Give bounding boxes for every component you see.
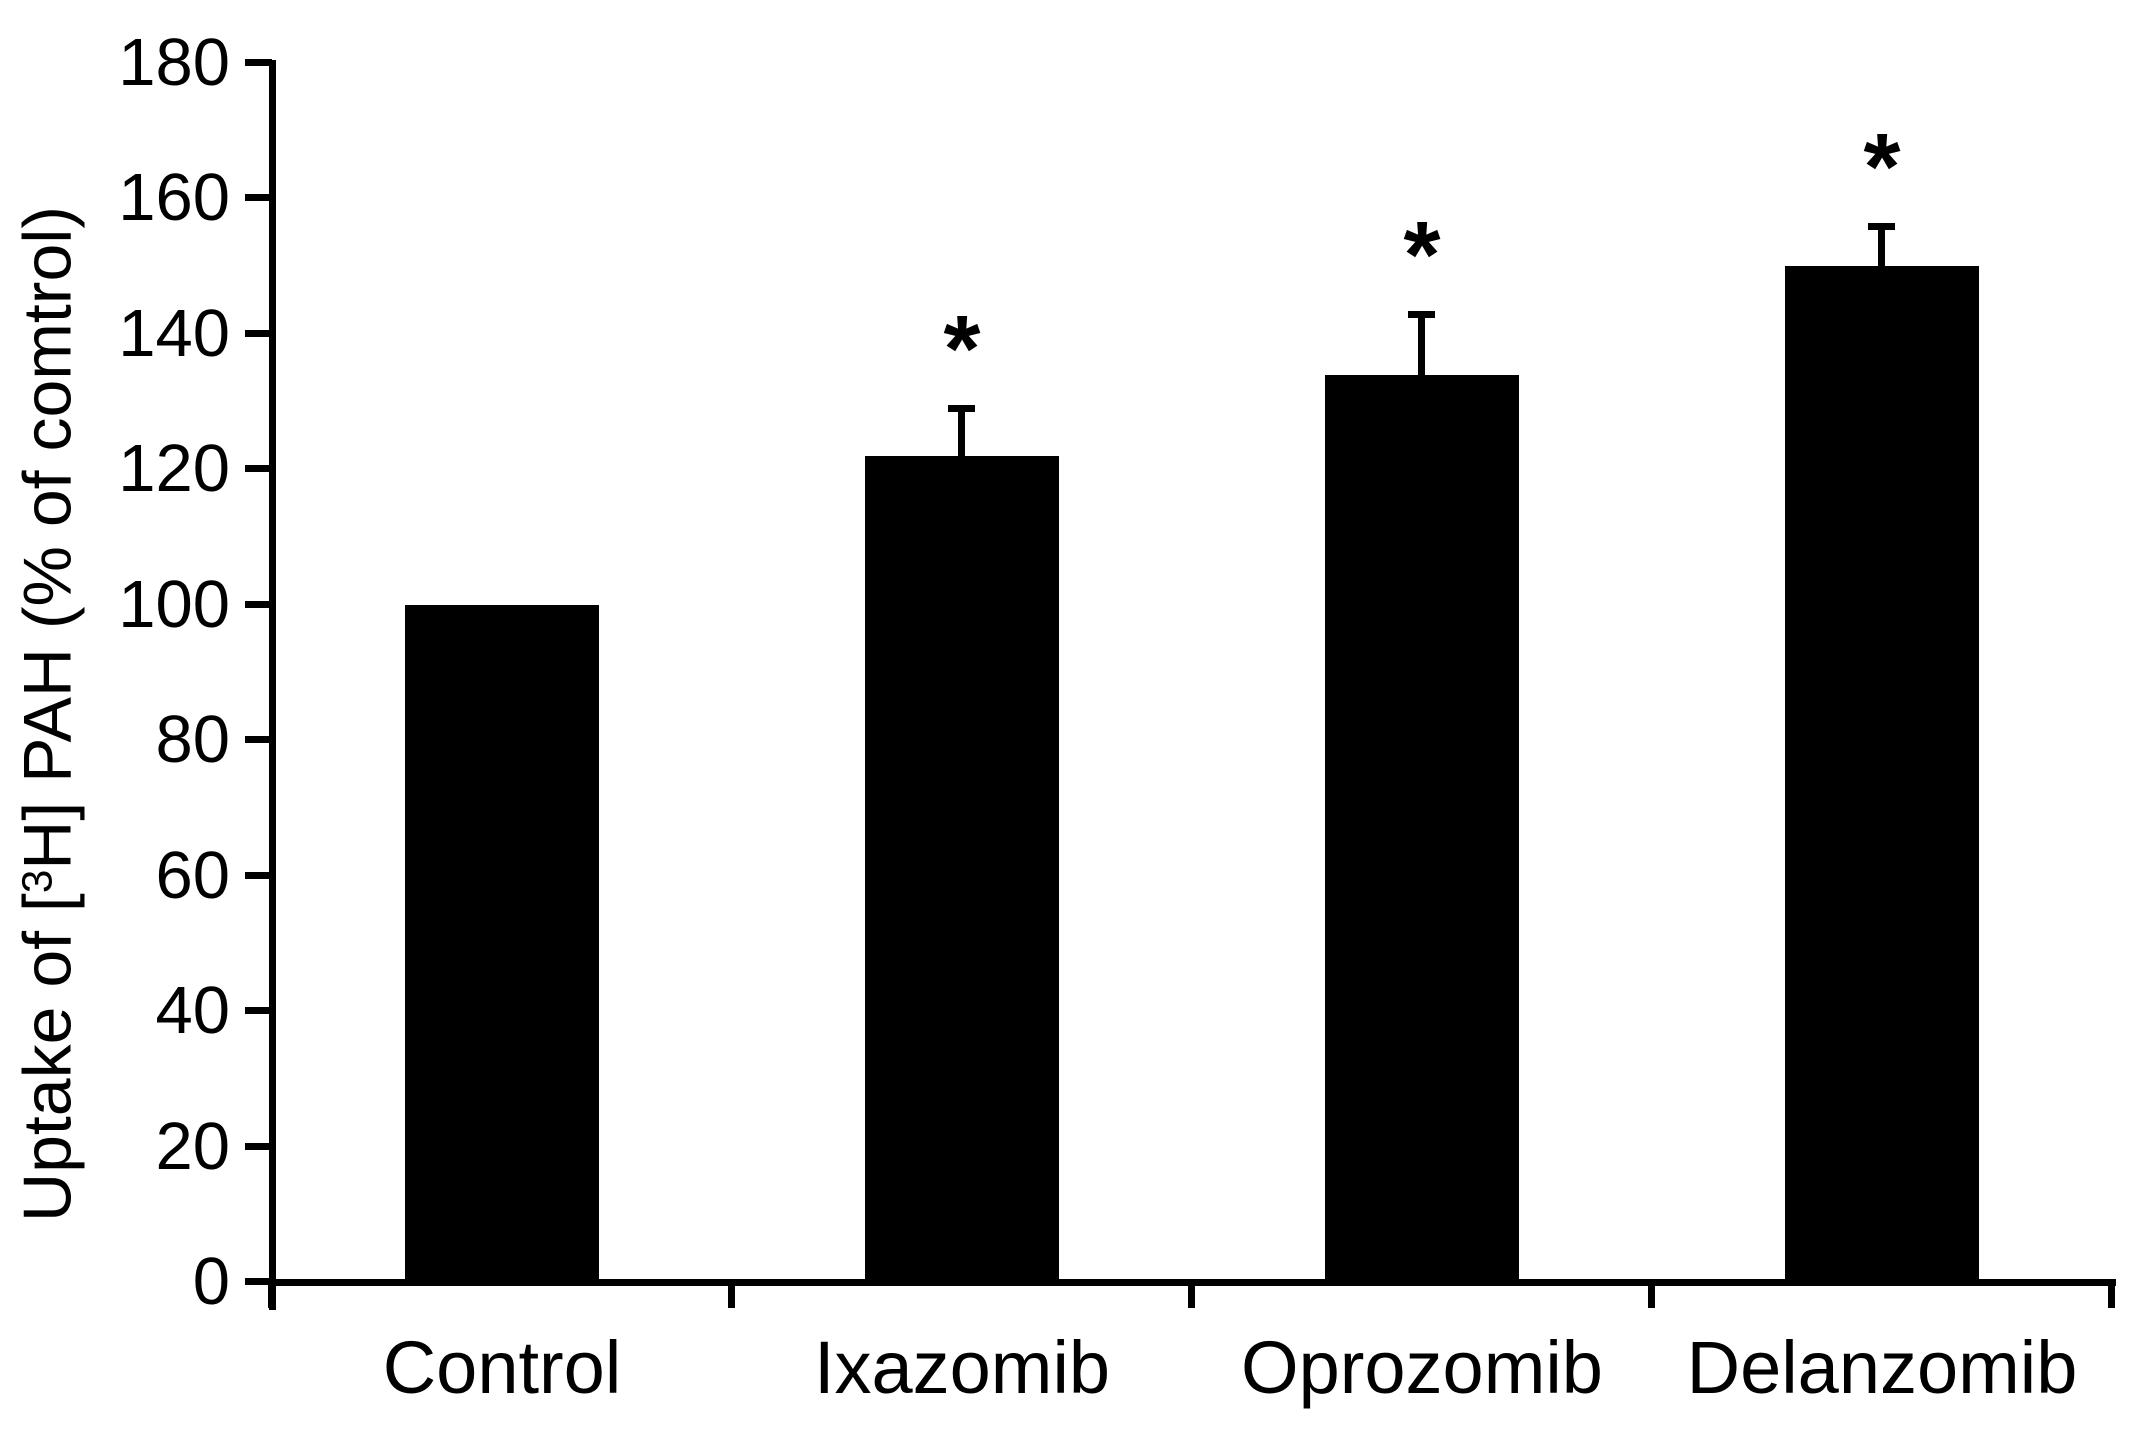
- x-tick: [2108, 1282, 2115, 1308]
- x-tick: [1188, 1282, 1195, 1308]
- y-tick: [245, 1007, 272, 1015]
- significance-asterisk-delanzomib: *: [1863, 113, 1901, 220]
- x-tick: [268, 1282, 275, 1308]
- bar-delanzomib: [1785, 266, 1979, 1286]
- error-bar-cap-oprozomib: [1408, 310, 1435, 318]
- error-bar-line-delanzomib: [1878, 225, 1885, 267]
- y-tick: [245, 329, 272, 337]
- x-tick: [1648, 1282, 1655, 1308]
- error-bar-line-oprozomib: [1418, 313, 1425, 375]
- y-tick-label: 160: [118, 160, 230, 236]
- y-tick-label: 40: [155, 973, 230, 1049]
- x-category-label-oprozomib: Oprozomib: [1241, 1326, 1603, 1409]
- significance-asterisk-ixazomib: *: [943, 296, 981, 403]
- y-tick: [245, 871, 272, 879]
- bar-oprozomib: [1325, 374, 1519, 1286]
- y-tick: [245, 1142, 272, 1150]
- y-tick: [245, 1278, 272, 1285]
- y-tick-label: 20: [155, 1108, 230, 1184]
- bar-control: [405, 604, 599, 1286]
- y-tick-label: 0: [192, 1244, 230, 1319]
- y-tick-label: 120: [118, 431, 230, 507]
- x-category-label-ixazomib: Ixazomib: [813, 1326, 1111, 1409]
- error-bar-line-ixazomib: [958, 408, 965, 456]
- significance-asterisk-oprozomib: *: [1403, 201, 1441, 308]
- y-tick-label: 80: [155, 702, 230, 778]
- y-tick: [245, 600, 272, 608]
- error-bar-cap-delanzomib: [1868, 222, 1895, 230]
- y-tick: [245, 59, 272, 66]
- y-tick-label: 180: [118, 25, 230, 100]
- y-tick: [245, 194, 272, 202]
- y-tick-label: 100: [118, 566, 230, 642]
- y-axis-line: [269, 60, 276, 1310]
- x-category-label-delanzomib: Delanzomib: [1686, 1326, 2078, 1409]
- x-tick: [728, 1282, 735, 1308]
- bar-ixazomib: [865, 455, 1059, 1286]
- y-tick-label: 140: [118, 295, 230, 371]
- y-tick: [245, 736, 272, 744]
- y-tick-label: 60: [155, 837, 230, 913]
- y-tick: [245, 465, 272, 473]
- x-category-label-control: Control: [382, 1326, 622, 1409]
- error-bar-cap-ixazomib: [948, 405, 975, 413]
